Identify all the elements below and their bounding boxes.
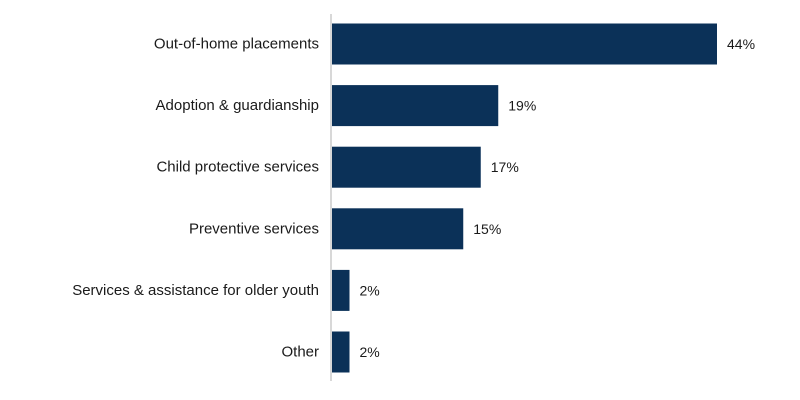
category-label: Out-of-home placements — [154, 36, 319, 53]
value-label: 2% — [360, 282, 380, 298]
category-label: Preventive services — [189, 220, 319, 237]
bar — [332, 269, 350, 311]
category-label: Child protective services — [156, 159, 319, 176]
category-label: Adoption & guardianship — [156, 97, 319, 114]
bar — [332, 85, 499, 127]
category-label: Other — [281, 344, 319, 361]
category-label: Services & assistance for older youth — [72, 282, 319, 299]
bar — [332, 331, 350, 373]
bar — [332, 23, 717, 65]
value-label: 17% — [491, 159, 519, 175]
chart-marks: Out-of-home placements 44% Adoption & guar… — [72, 23, 755, 373]
value-label: 15% — [473, 221, 501, 237]
value-label: 44% — [727, 36, 755, 52]
bar — [332, 208, 464, 250]
value-label: 19% — [508, 98, 536, 114]
value-label: 2% — [360, 344, 380, 360]
bar — [332, 146, 481, 188]
